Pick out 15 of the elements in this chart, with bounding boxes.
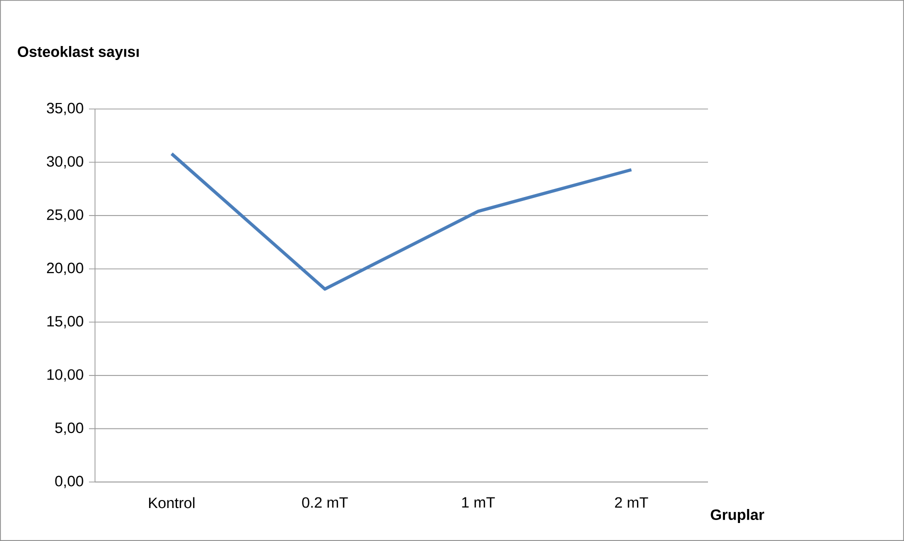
line-series [170,152,633,291]
x-tick-label: 2 mT [615,497,648,508]
y-tick-label: 30,00 [46,156,84,168]
chart-title: Osteoklast sayısı [18,46,139,60]
x-tick-label: 0.2 mT [302,497,348,508]
y-tick-label: 20,00 [47,262,84,276]
y-tick-label: 15,00 [47,316,84,328]
y-tick-label: 5,00 [55,422,84,435]
y-tick-label: 35,00 [46,102,84,116]
x-tick-label: 1 mT [462,497,495,508]
y-tick-label: 10,00 [47,369,84,382]
y-tick-label: 25,00 [47,209,84,222]
x-tick-label: Kontrol [149,497,194,508]
y-tick-label: 0,00 [55,476,84,488]
x-axis-title: Gruplar [710,508,764,523]
